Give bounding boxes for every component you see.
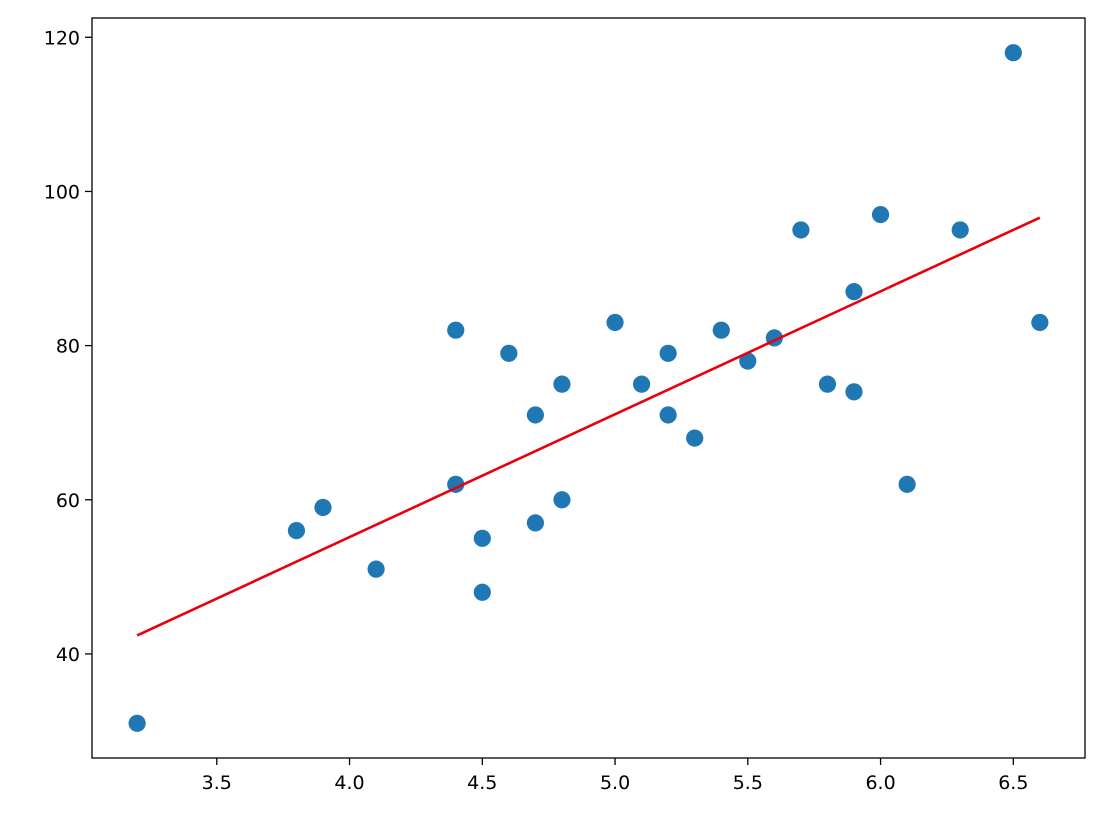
data-point: [473, 583, 491, 601]
data-point: [898, 475, 916, 493]
x-tick-label: 4.0: [334, 772, 364, 794]
data-point: [500, 344, 518, 362]
data-point: [739, 352, 757, 370]
x-axis: 3.5 4.0 4.5 5.0 5.5 6.0 6.5: [202, 758, 1028, 794]
data-point: [128, 714, 146, 732]
x-tick-label: 4.5: [467, 772, 497, 794]
data-point: [287, 522, 306, 540]
y-tick-label: 100: [44, 181, 80, 203]
y-axis: 40 60 80 100 120: [44, 27, 92, 666]
data-point: [1031, 313, 1049, 332]
plot-marks: [128, 44, 1049, 732]
data-point: [526, 406, 544, 424]
data-point: [553, 491, 571, 509]
plot-background: [92, 18, 1085, 758]
data-point: [792, 221, 810, 239]
data-point: [606, 313, 624, 332]
data-point: [659, 406, 677, 424]
data-point: [314, 498, 332, 517]
x-tick-label: 5.5: [733, 772, 763, 794]
data-point: [447, 321, 465, 339]
x-tick-label: 5.0: [600, 772, 630, 794]
data-point: [633, 375, 651, 393]
y-tick-label: 80: [56, 336, 80, 358]
x-tick-label: 3.5: [202, 772, 232, 794]
y-tick-label: 120: [44, 27, 80, 49]
x-tick-label: 6.5: [998, 772, 1028, 794]
data-point: [526, 514, 544, 532]
data-point: [951, 221, 969, 239]
data-point: [845, 283, 863, 301]
data-point: [473, 529, 491, 547]
data-point: [367, 560, 385, 578]
y-tick-label: 60: [56, 490, 80, 512]
data-point: [659, 344, 677, 362]
y-tick-label: 40: [56, 644, 80, 666]
data-point: [1004, 44, 1022, 62]
data-point: [818, 375, 837, 393]
regression-line: [136, 216, 1041, 637]
data-point: [553, 375, 571, 393]
x-tick-label: 6.0: [865, 772, 895, 794]
data-point: [871, 205, 890, 224]
data-point: [712, 321, 730, 339]
plot-frame: [91, 17, 1086, 759]
data-point: [686, 429, 704, 447]
data-point: [845, 383, 863, 401]
